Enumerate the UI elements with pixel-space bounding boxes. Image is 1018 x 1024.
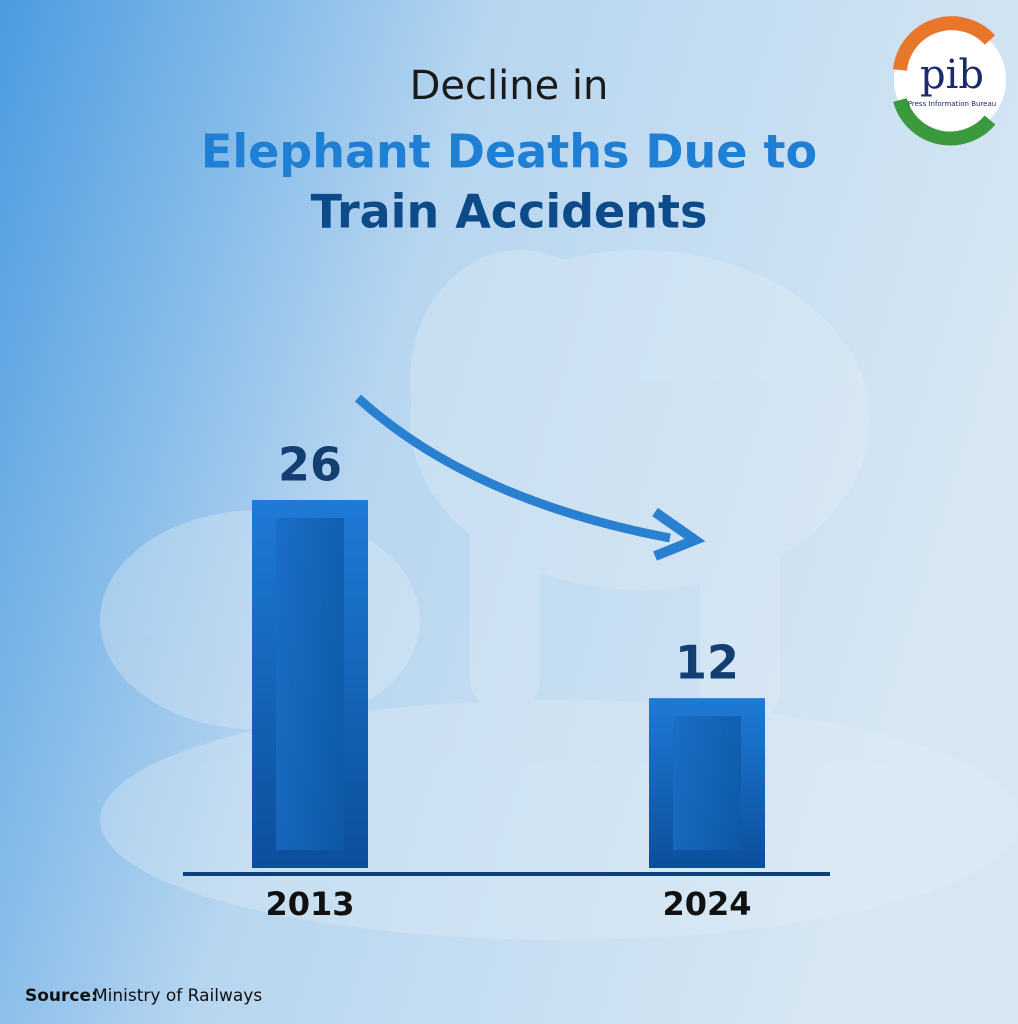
- trend-arrow: [354, 394, 671, 543]
- value-label: 26: [278, 438, 342, 492]
- x-tick-label: 2013: [265, 885, 354, 923]
- bar-bevel: [673, 716, 741, 850]
- source: Ministry of Railways: [93, 986, 262, 1006]
- title-line: Elephant Deaths Due to: [201, 125, 817, 179]
- title-line: Decline in: [410, 63, 609, 109]
- value-label: 12: [675, 636, 739, 690]
- trend-arrowhead: [652, 507, 706, 561]
- logo: pib Press Information Bureau: [893, 16, 1006, 146]
- x-tick-label: 2024: [662, 885, 751, 923]
- source-label: Source:: [25, 986, 98, 1006]
- logo-arc: [893, 16, 996, 71]
- bar-bevel: [276, 518, 344, 850]
- logo-circle: [894, 24, 1006, 136]
- logo-text: pib: [920, 52, 984, 98]
- logo-subtitle: Press Information Bureau: [908, 100, 996, 108]
- title-line: Train Accidents: [311, 185, 708, 239]
- logo-arc: [893, 97, 996, 146]
